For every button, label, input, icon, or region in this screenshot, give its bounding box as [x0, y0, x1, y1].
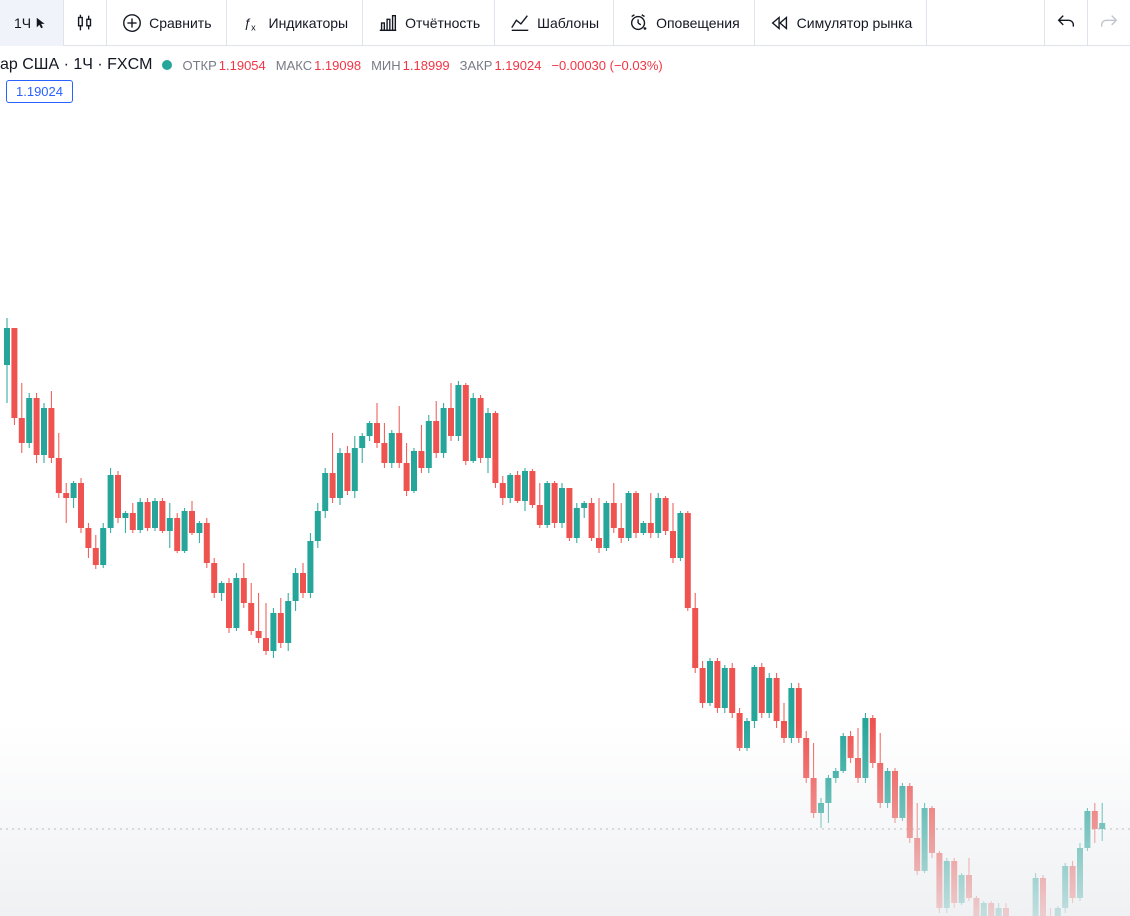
- compare-button[interactable]: Сравнить: [107, 0, 226, 46]
- timeframe-label: 1Ч: [14, 15, 31, 31]
- redo-icon: [1098, 12, 1120, 34]
- alerts-label: Оповещения: [656, 15, 740, 31]
- ohlc-open: ОТКР1.19054: [182, 58, 265, 73]
- fx-icon: ƒx: [241, 12, 263, 34]
- rewind-icon: [769, 12, 791, 34]
- change-value: −0.00030 (−0.03%): [551, 58, 662, 73]
- indicators-label: Индикаторы: [269, 15, 349, 31]
- templates-label: Шаблоны: [537, 15, 599, 31]
- timeframe-button[interactable]: 1Ч: [0, 0, 64, 46]
- redo-button[interactable]: [1088, 0, 1130, 46]
- replay-label: Симулятор рынка: [797, 15, 913, 31]
- replay-button[interactable]: Симулятор рынка: [755, 0, 928, 46]
- chart-area[interactable]: [0, 103, 1130, 916]
- financials-label: Отчётность: [405, 15, 480, 31]
- candlestick-chart: [0, 103, 1130, 916]
- alert-clock-icon: [628, 12, 650, 34]
- candles-icon: [74, 12, 96, 34]
- ohlc-high: МАКС1.19098: [276, 58, 361, 73]
- cursor-icon: [35, 16, 49, 30]
- plus-circle-icon: [121, 12, 143, 34]
- toolbar: 1Ч Сравнить ƒx Индикаторы Отчётность Шаб…: [0, 0, 1130, 46]
- alerts-button[interactable]: Оповещения: [614, 0, 755, 46]
- indicators-button[interactable]: ƒx Индикаторы: [227, 0, 364, 46]
- chart-line-icon: [509, 12, 531, 34]
- ohlc-close: ЗАКР1.19024: [460, 58, 542, 73]
- compare-label: Сравнить: [149, 15, 211, 31]
- templates-button[interactable]: Шаблоны: [495, 0, 614, 46]
- price-tag: 1.19024: [6, 80, 73, 103]
- bars-icon: [377, 12, 399, 34]
- svg-text:x: x: [251, 22, 256, 32]
- market-status-dot: [162, 60, 172, 70]
- undo-button[interactable]: [1044, 0, 1088, 46]
- candles-button[interactable]: [64, 0, 107, 46]
- ohlc-low: МИН1.18999: [371, 58, 450, 73]
- symbol-title: ар США · 1Ч · FXCM: [0, 56, 152, 74]
- chart-legend: ар США · 1Ч · FXCM ОТКР1.19054 МАКС1.190…: [0, 46, 1130, 78]
- svg-text:ƒ: ƒ: [243, 15, 250, 30]
- undo-icon: [1055, 12, 1077, 34]
- financials-button[interactable]: Отчётность: [363, 0, 495, 46]
